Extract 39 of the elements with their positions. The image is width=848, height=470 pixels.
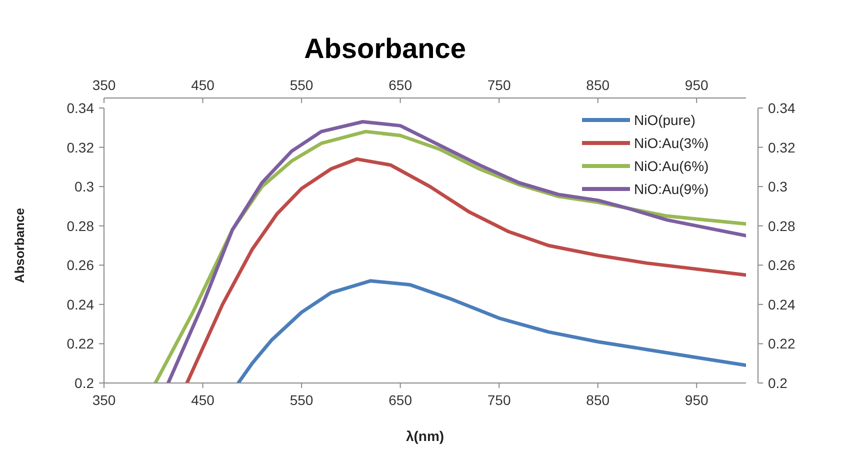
line-series bbox=[185, 157, 746, 383]
y-tick-label: 0.2 bbox=[74, 375, 94, 391]
legend-label: NiO:Au(3%) bbox=[634, 135, 709, 151]
y-axis-title: Absorbance bbox=[12, 208, 27, 284]
x2-tick-label: 950 bbox=[684, 77, 709, 93]
x-tick-label: 850 bbox=[586, 392, 610, 408]
x-tick-label: 350 bbox=[92, 392, 116, 408]
y-tick-label: 0.28 bbox=[66, 218, 94, 234]
legend-label: NiO:Au(9%) bbox=[634, 181, 709, 197]
x-axis-title: λ(nm) bbox=[406, 428, 444, 444]
y-tick-label: 0.26 bbox=[66, 257, 94, 274]
y2-tick-label: 0.24 bbox=[768, 296, 796, 312]
y2-tick-label: 0.28 bbox=[768, 218, 796, 234]
y-tick-label: 0.32 bbox=[66, 139, 94, 156]
x2-tick-label: 350 bbox=[92, 77, 116, 93]
x2-tick-label: 450 bbox=[191, 77, 215, 93]
chart-title: Absorbance bbox=[304, 33, 466, 64]
y-tick-label: 0.24 bbox=[66, 296, 94, 312]
y2-tick-label: 0.32 bbox=[768, 139, 796, 156]
x-tick-label: 650 bbox=[388, 392, 412, 408]
x2-tick-label: 650 bbox=[388, 77, 412, 93]
y2-tick-label: 0.2 bbox=[768, 375, 788, 391]
legend-label: NiO(pure) bbox=[634, 112, 696, 128]
x-tick-label: 950 bbox=[684, 392, 709, 408]
x-tick-label: 450 bbox=[191, 392, 215, 408]
x-tick-label: 750 bbox=[487, 392, 511, 408]
y2-tick-label: 0.22 bbox=[768, 336, 796, 352]
legend-label: NiO:Au(6%) bbox=[634, 158, 709, 174]
y2-tick-label: 0.26 bbox=[768, 257, 796, 274]
x-tick-label: 550 bbox=[290, 392, 314, 408]
y-tick-label: 0.22 bbox=[66, 336, 94, 352]
y-tick-label: 0.3 bbox=[74, 178, 94, 195]
y-tick-label: 0.34 bbox=[66, 100, 94, 116]
x2-tick-label: 550 bbox=[290, 77, 314, 93]
y2-tick-label: 0.3 bbox=[768, 178, 788, 195]
y2-tick-label: 0.34 bbox=[768, 100, 796, 116]
line-series bbox=[236, 279, 746, 383]
x2-tick-label: 850 bbox=[586, 77, 610, 93]
x2-tick-label: 750 bbox=[487, 77, 511, 93]
